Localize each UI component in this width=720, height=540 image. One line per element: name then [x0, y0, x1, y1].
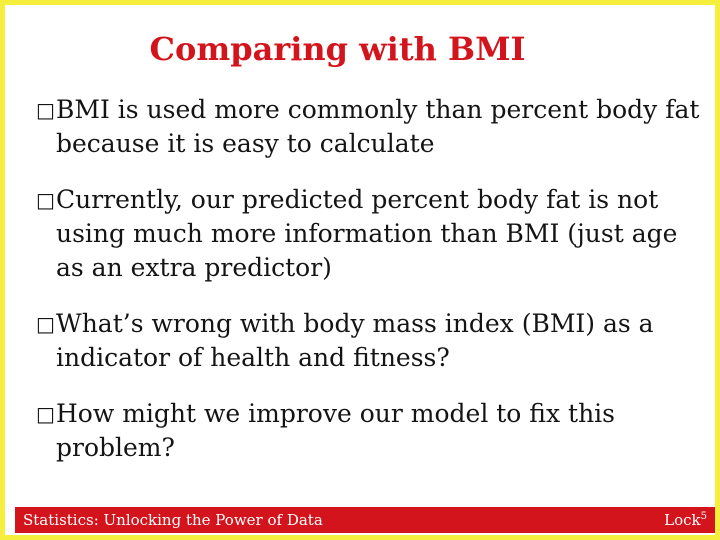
bullet-item: □ How might we improve our model to fix … — [36, 397, 706, 465]
footer-author-superscript: 5 — [700, 511, 707, 522]
bullet-item: □ BMI is used more commonly than percent… — [36, 93, 706, 161]
bullet-marker-icon: □ — [36, 402, 55, 426]
bullet-item: □ Currently, our predicted percent body … — [36, 183, 706, 285]
footer-author-name: Lock — [664, 511, 701, 529]
bullet-marker-icon: □ — [36, 98, 55, 122]
bullet-marker-icon: □ — [36, 312, 55, 336]
bullet-item: □ What’s wrong with body mass index (BMI… — [36, 307, 706, 375]
bullet-text: Currently, our predicted percent body fa… — [56, 185, 678, 282]
footer-author: Lock5 — [664, 507, 707, 533]
bullet-list: □ BMI is used more commonly than percent… — [36, 93, 706, 487]
slide-title: Comparing with BMI — [149, 30, 526, 68]
footer-book-title: Statistics: Unlocking the Power of Data — [23, 511, 323, 529]
bullet-text: BMI is used more commonly than percent b… — [56, 95, 700, 158]
bullet-text: How might we improve our model to fix th… — [56, 399, 615, 462]
footer-bar: Statistics: Unlocking the Power of Data … — [15, 507, 715, 533]
bullet-text: What’s wrong with body mass index (BMI) … — [56, 309, 654, 372]
bullet-marker-icon: □ — [36, 188, 55, 212]
